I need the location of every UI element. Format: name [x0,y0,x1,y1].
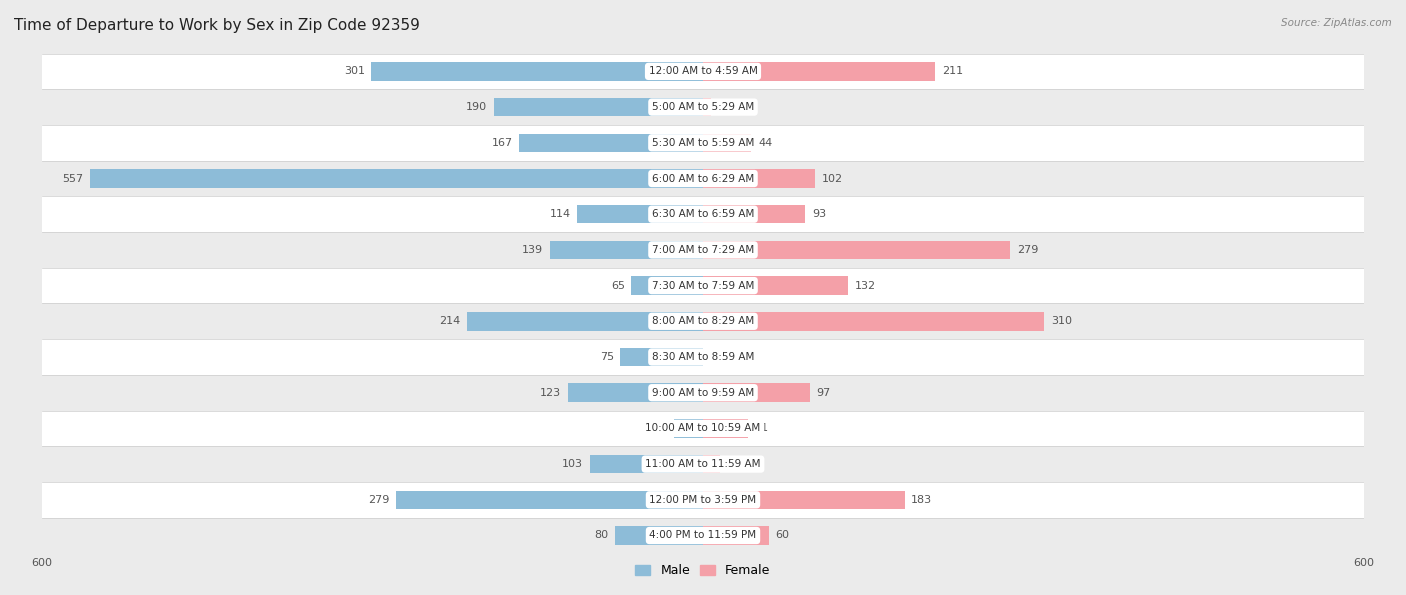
Text: 5:30 AM to 5:59 AM: 5:30 AM to 5:59 AM [652,138,754,148]
Text: 26: 26 [654,424,668,433]
Text: 8:30 AM to 8:59 AM: 8:30 AM to 8:59 AM [652,352,754,362]
Bar [494,98,703,117]
Bar [42,518,1364,553]
Text: 211: 211 [942,67,963,76]
Bar [703,98,710,117]
Text: 7:30 AM to 7:59 AM: 7:30 AM to 7:59 AM [652,281,754,290]
Text: 65: 65 [610,281,624,290]
Bar [631,276,703,295]
Bar [703,133,751,152]
Text: 93: 93 [813,209,827,219]
Bar [395,490,703,509]
Bar [578,205,703,224]
Text: 41: 41 [755,424,769,433]
Text: 6:30 AM to 6:59 AM: 6:30 AM to 6:59 AM [652,209,754,219]
Bar [550,240,703,259]
Text: 8:00 AM to 8:29 AM: 8:00 AM to 8:29 AM [652,317,754,326]
Legend: Male, Female: Male, Female [630,559,776,582]
Text: 167: 167 [491,138,512,148]
Bar [42,89,1364,125]
Bar [703,312,1045,331]
Text: 279: 279 [1017,245,1038,255]
Text: 60: 60 [776,531,790,540]
Text: Source: ZipAtlas.com: Source: ZipAtlas.com [1281,18,1392,28]
Text: 12:00 PM to 3:59 PM: 12:00 PM to 3:59 PM [650,495,756,505]
Text: 557: 557 [62,174,83,183]
Bar [568,383,703,402]
Bar [42,446,1364,482]
Bar [703,276,848,295]
Bar [519,133,703,152]
Text: Time of Departure to Work by Sex in Zip Code 92359: Time of Departure to Work by Sex in Zip … [14,18,420,33]
Text: 11:00 AM to 11:59 AM: 11:00 AM to 11:59 AM [645,459,761,469]
Text: 310: 310 [1052,317,1071,326]
Text: 6:00 AM to 6:29 AM: 6:00 AM to 6:29 AM [652,174,754,183]
Bar [42,161,1364,196]
Text: 80: 80 [595,531,609,540]
Text: 114: 114 [550,209,571,219]
Bar [703,383,810,402]
Text: 123: 123 [540,388,561,397]
Bar [90,169,703,188]
Bar [703,455,720,474]
Bar [42,196,1364,232]
Bar [42,303,1364,339]
Text: 5:00 AM to 5:29 AM: 5:00 AM to 5:29 AM [652,102,754,112]
Text: 10:00 AM to 10:59 AM: 10:00 AM to 10:59 AM [645,424,761,433]
Bar [42,411,1364,446]
Text: 190: 190 [465,102,486,112]
Bar [42,375,1364,411]
Text: 301: 301 [344,67,366,76]
Text: 7:00 AM to 7:29 AM: 7:00 AM to 7:29 AM [652,245,754,255]
Text: 97: 97 [817,388,831,397]
Text: 214: 214 [440,317,461,326]
Text: 0: 0 [710,352,717,362]
Text: 102: 102 [823,174,844,183]
Bar [371,62,703,81]
Bar [42,54,1364,89]
Text: 44: 44 [758,138,772,148]
Text: 183: 183 [911,495,932,505]
Text: 279: 279 [368,495,389,505]
Bar [42,232,1364,268]
Text: 15: 15 [725,459,740,469]
Bar [703,169,815,188]
Bar [703,205,806,224]
Text: 12:00 AM to 4:59 AM: 12:00 AM to 4:59 AM [648,67,758,76]
Text: 7: 7 [717,102,724,112]
Bar [42,482,1364,518]
Bar [703,419,748,438]
Bar [675,419,703,438]
Bar [620,347,703,367]
Bar [703,62,935,81]
Text: 4:00 PM to 11:59 PM: 4:00 PM to 11:59 PM [650,531,756,540]
Bar [467,312,703,331]
Bar [703,490,904,509]
Text: 75: 75 [600,352,614,362]
Bar [703,240,1011,259]
Bar [614,526,703,545]
Text: 9:00 AM to 9:59 AM: 9:00 AM to 9:59 AM [652,388,754,397]
Text: 132: 132 [855,281,876,290]
Bar [703,526,769,545]
Text: 139: 139 [522,245,543,255]
Bar [42,339,1364,375]
Bar [589,455,703,474]
Bar [42,268,1364,303]
Bar [42,125,1364,161]
Text: 103: 103 [562,459,583,469]
